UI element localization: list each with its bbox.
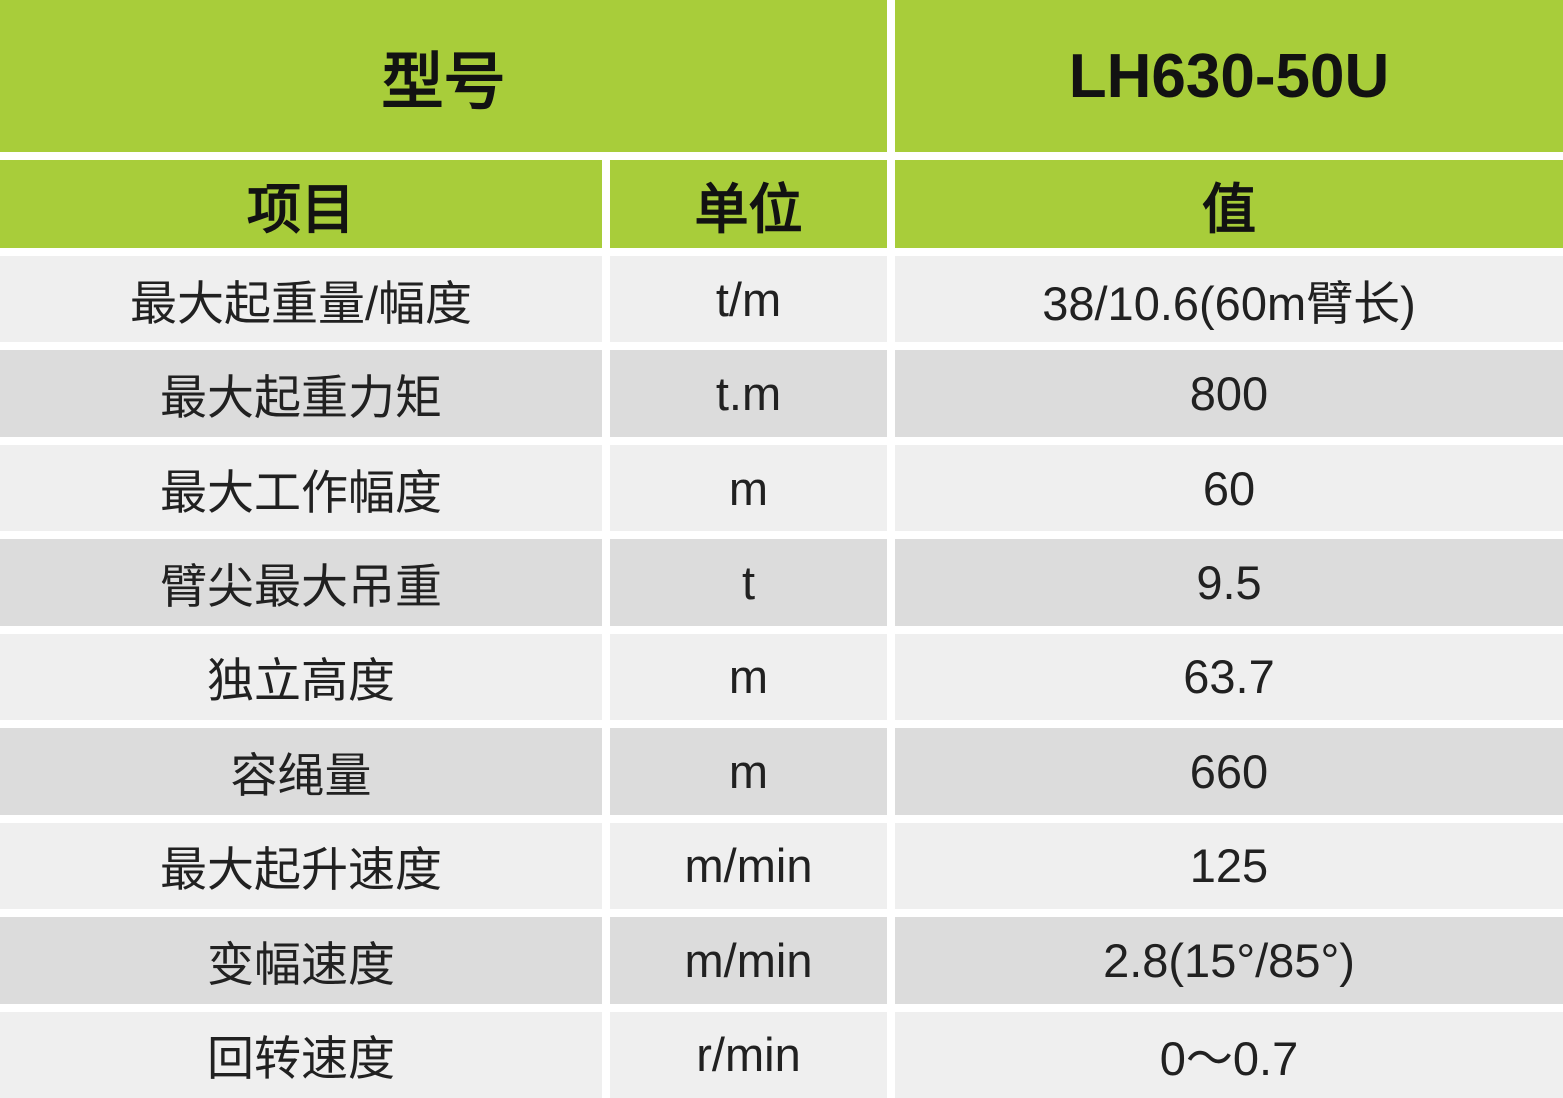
spec-row-item: 最大起重量/幅度 xyxy=(0,256,602,343)
spec-row-unit: t/m xyxy=(610,256,887,343)
column-header-unit: 单位 xyxy=(610,160,887,248)
spec-row-item: 最大工作幅度 xyxy=(0,444,602,532)
model-header-label: 型号 xyxy=(0,0,887,152)
spec-row-value: 38/10.6(60m臂长) xyxy=(895,256,1563,343)
spec-row-unit: m xyxy=(610,728,887,815)
spec-row-item: 最大起升速度 xyxy=(0,822,602,910)
spec-row-value: 63.7 xyxy=(895,633,1563,721)
spec-row-unit: m xyxy=(610,444,887,532)
spec-row-unit: m xyxy=(610,633,887,721)
spec-row-value: 9.5 xyxy=(895,539,1563,626)
spec-row-item: 回转速度 xyxy=(0,1011,602,1098)
spec-row-item: 臂尖最大吊重 xyxy=(0,539,602,626)
spec-row-unit: m/min xyxy=(610,822,887,910)
spec-row-item: 最大起重力矩 xyxy=(0,350,602,437)
spec-row-value: 125 xyxy=(895,822,1563,910)
column-header-value: 值 xyxy=(895,160,1563,248)
spec-row-unit: m/min xyxy=(610,917,887,1004)
spec-row-unit: r/min xyxy=(610,1011,887,1098)
spec-row-value: 0～0.7 xyxy=(895,1011,1563,1098)
spec-row-item: 容绳量 xyxy=(0,728,602,815)
spec-row-item: 独立高度 xyxy=(0,633,602,721)
spec-row-value: 2.8(15°/85°) xyxy=(895,917,1563,1004)
spec-row-value: 60 xyxy=(895,444,1563,532)
model-header-value: LH630-50U xyxy=(895,0,1563,152)
spec-row-value: 800 xyxy=(895,350,1563,437)
column-header-item: 项目 xyxy=(0,160,602,248)
spec-row-item: 变幅速度 xyxy=(0,917,602,1004)
spec-row-unit: t.m xyxy=(610,350,887,437)
spec-row-unit: t xyxy=(610,539,887,626)
spec-row-value: 660 xyxy=(895,728,1563,815)
